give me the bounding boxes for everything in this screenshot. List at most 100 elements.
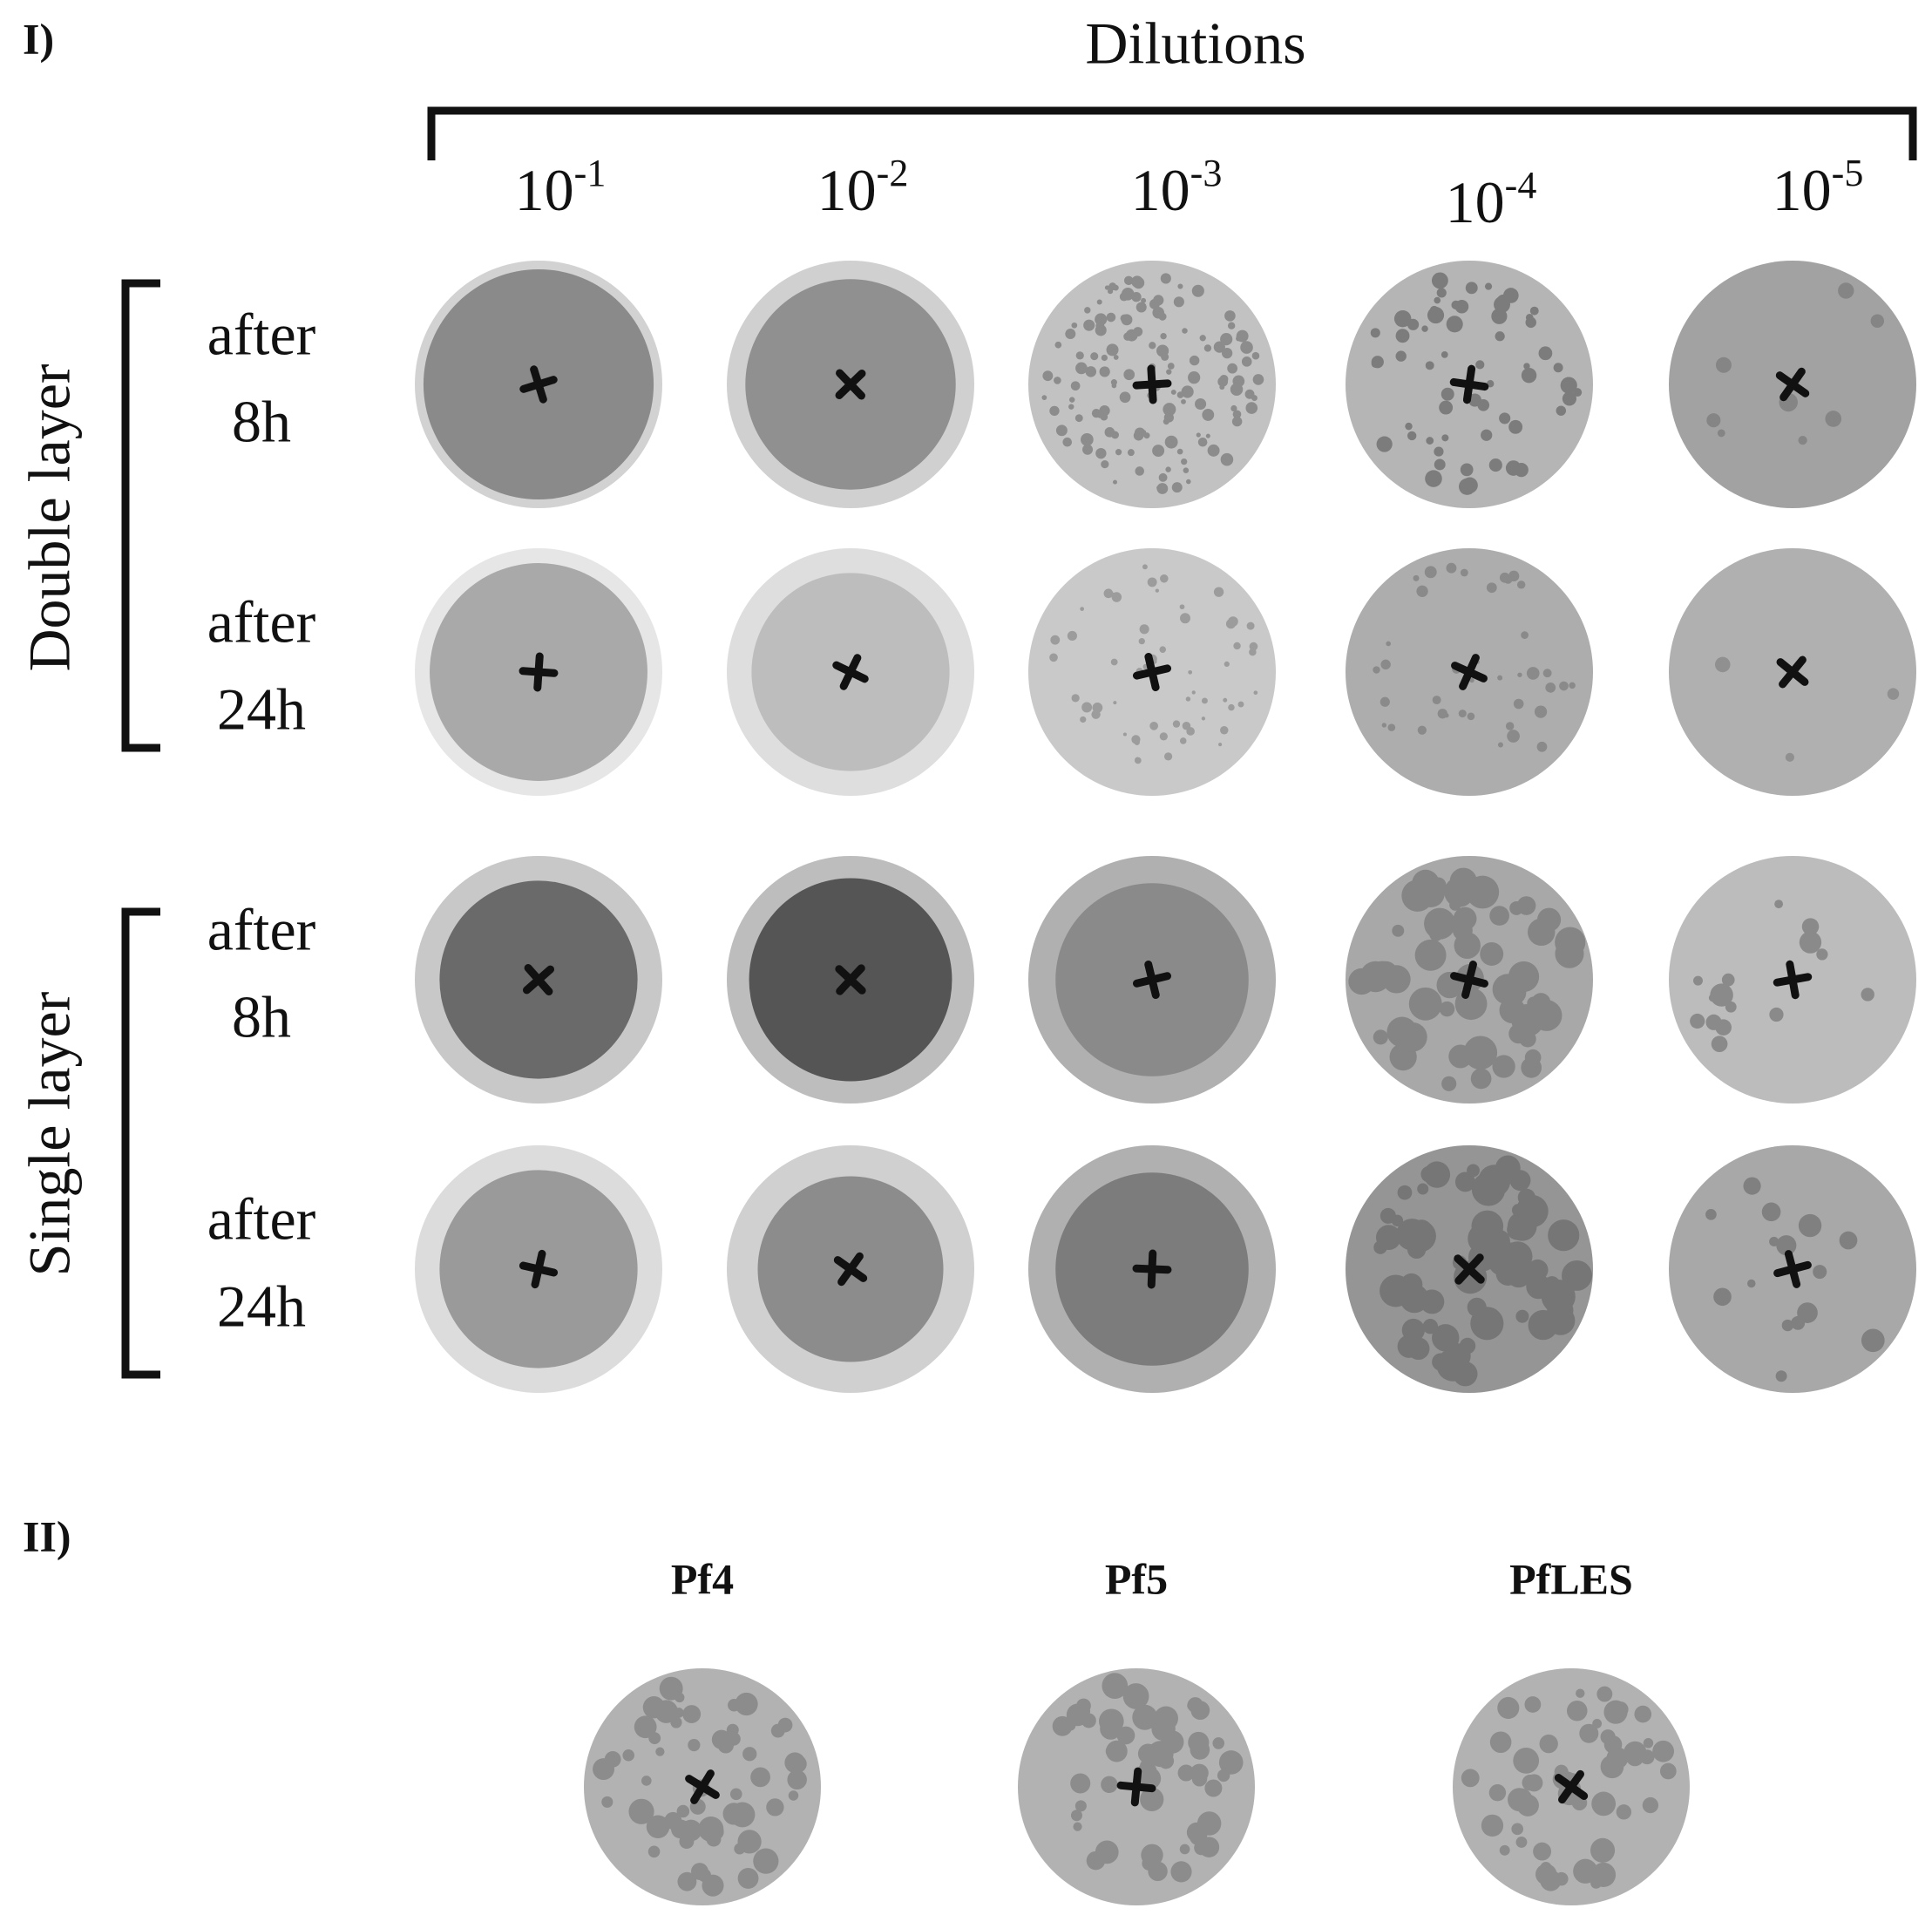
plaque: [1103, 588, 1114, 599]
plaque: [1224, 310, 1236, 322]
plaque: [1113, 701, 1117, 705]
plaque: [1417, 725, 1427, 735]
plaque: [1186, 1822, 1207, 1843]
panel-label: II): [23, 1511, 71, 1560]
row-label: after: [207, 589, 316, 655]
plaque: [1426, 1165, 1439, 1178]
plaque: [1241, 357, 1252, 367]
plate: [415, 261, 662, 508]
plaque: [1237, 701, 1244, 708]
plaque: [1591, 1791, 1617, 1817]
plaque: [1075, 362, 1088, 375]
plaque: [1115, 449, 1122, 456]
plaque: [1054, 341, 1062, 349]
plaque: [1436, 288, 1447, 298]
plaque: [1775, 1370, 1787, 1382]
plaque: [1123, 332, 1132, 341]
plaque: [1690, 1013, 1705, 1029]
marker-cross: [519, 652, 559, 692]
phage-label: Pf5: [1105, 1554, 1168, 1603]
plaque: [1073, 1822, 1082, 1831]
plaque: [1562, 391, 1576, 406]
plaque: [1142, 564, 1148, 570]
plaque: [1141, 430, 1147, 435]
plaque: [1099, 366, 1110, 377]
plaque: [1425, 361, 1434, 370]
plaque: [1449, 899, 1461, 911]
plaque: [1642, 1796, 1659, 1814]
plaque: [1052, 1715, 1073, 1736]
plaque: [1596, 1686, 1613, 1702]
plaque: [1075, 351, 1084, 360]
plaque: [664, 1811, 682, 1830]
plaque: [1095, 324, 1107, 336]
plaque: [788, 1790, 799, 1801]
plate: [1346, 856, 1593, 1104]
plaque: [1370, 328, 1380, 338]
plaque: [1497, 742, 1503, 748]
plaque: [1454, 932, 1481, 959]
plaque: [1205, 433, 1210, 438]
plaque: [1106, 1740, 1128, 1762]
plaque: [1218, 1750, 1244, 1775]
marker-cross: [1554, 1769, 1589, 1804]
plaque: [1199, 335, 1206, 342]
panel-label: I): [23, 14, 54, 63]
plaque: [1616, 1804, 1632, 1820]
plaque: [1431, 272, 1448, 289]
marker-cross: [1132, 364, 1172, 404]
plaque: [1104, 285, 1110, 290]
plaque: [1467, 712, 1475, 721]
plaque: [1177, 283, 1183, 289]
plaque: [1220, 452, 1234, 466]
plaque: [1517, 672, 1522, 677]
dilution-exponent: -1: [574, 152, 607, 194]
plaque: [1196, 432, 1201, 438]
plaque: [1230, 383, 1244, 397]
plate: [1669, 1145, 1916, 1393]
plaque: [1769, 1007, 1784, 1022]
plaque: [1513, 1748, 1540, 1774]
plaque: [1041, 395, 1047, 401]
plaque: [1508, 419, 1523, 434]
plaque: [1155, 588, 1159, 593]
plaque: [1067, 630, 1077, 642]
plaque: [1560, 377, 1577, 394]
plaque: [1422, 1319, 1439, 1334]
plaque: [1413, 574, 1420, 581]
plaque: [1798, 1213, 1822, 1238]
row-label: 24h: [217, 676, 306, 743]
phage-label: Pf4: [671, 1554, 734, 1603]
plaque: [1050, 636, 1054, 641]
dilution-base: 10: [515, 157, 574, 223]
plaque: [1600, 1755, 1624, 1779]
plaque: [1521, 368, 1537, 384]
plaque: [1220, 333, 1233, 346]
plaque: [750, 1767, 770, 1788]
plaque: [1179, 604, 1185, 610]
row-label: 24h: [217, 1273, 306, 1340]
plaque: [1711, 1036, 1728, 1053]
plaque: [1191, 690, 1196, 695]
plaque: [1069, 397, 1075, 403]
plaque: [601, 1796, 613, 1808]
plaque: [766, 1798, 784, 1817]
plaque: [1528, 1698, 1539, 1709]
plaque: [1489, 1731, 1512, 1754]
plaque: [1224, 661, 1230, 667]
plaque: [1514, 463, 1529, 478]
plaque: [1395, 350, 1407, 362]
plaque: [1179, 1844, 1190, 1855]
plaque: [1539, 1734, 1558, 1754]
plaque: [1163, 403, 1176, 417]
plaque: [1376, 436, 1393, 452]
plaque: [1228, 703, 1235, 711]
plaque: [1207, 444, 1220, 457]
plaque: [1441, 351, 1448, 358]
plaque: [1573, 388, 1583, 397]
group-label: Single layer: [17, 991, 83, 1276]
plaque: [1213, 587, 1224, 597]
plaque: [1116, 1726, 1135, 1745]
plaque: [1163, 412, 1174, 423]
plaque: [1393, 309, 1412, 328]
